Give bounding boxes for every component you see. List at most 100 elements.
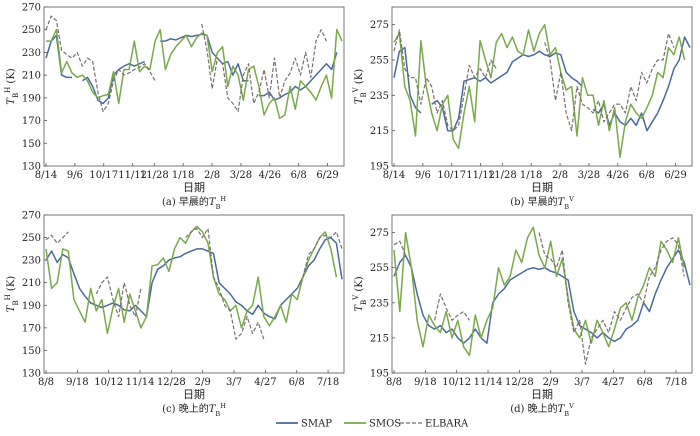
panel-caption: (b) 早晨的TBV xyxy=(510,195,574,211)
series-line-elbara xyxy=(393,29,675,132)
panel-4: 195 215 235 255 275 8/8 9/18 10/12 11/14 12/28 2/9… xyxy=(352,214,693,418)
x-tick-label: 10/17 xyxy=(89,170,118,181)
x-tick-label: 10/12 xyxy=(94,377,123,388)
x-tick-label: 3/7 xyxy=(226,377,242,388)
panel-caption: (c) 晚上的TBH xyxy=(162,402,226,418)
x-tick-label: 8/14 xyxy=(383,170,405,181)
y-tick-label: 250 xyxy=(22,233,41,244)
y-tick-label: 270 xyxy=(22,3,41,14)
series-line-smap xyxy=(45,236,343,320)
x-tick-label: 8/8 xyxy=(38,377,54,388)
y-tick-label: 275 xyxy=(370,228,389,239)
x-tick-label: 2/9 xyxy=(195,377,211,388)
x-tick-label: 2/8 xyxy=(204,170,220,181)
y-tick-label: 255 xyxy=(370,263,389,274)
legend-label-smap: SMAP xyxy=(301,419,332,430)
x-tick-label: 9/6 xyxy=(67,170,83,181)
series-line-elbara xyxy=(45,15,327,113)
y-tick-label: 210 xyxy=(22,278,41,289)
y-tick-label: 270 xyxy=(22,211,41,222)
x-axis-label: 日期 xyxy=(183,388,205,401)
y-tick-label: 230 xyxy=(22,48,41,59)
series-line-smap xyxy=(393,36,691,132)
y-tick-label: 215 xyxy=(370,333,389,344)
series-line-elbara xyxy=(393,232,685,365)
y-tick-label: 275 xyxy=(370,20,389,31)
series-line-elbara xyxy=(45,227,343,340)
x-tick-label: 9/18 xyxy=(414,377,436,388)
x-tick-label: 9/18 xyxy=(66,377,88,388)
x-tick-label: 9/6 xyxy=(415,170,431,181)
series-line-smap xyxy=(393,249,691,344)
y-tick-label: 190 xyxy=(22,301,41,312)
x-tick-label: 4/26 xyxy=(607,170,629,181)
x-tick-label: 1/18 xyxy=(172,170,194,181)
x-tick-label: 3/28 xyxy=(230,170,252,181)
panel-caption: (d) 晚上的TBV xyxy=(510,402,574,418)
plot-frame xyxy=(43,214,345,374)
x-tick-label: 10/17 xyxy=(437,170,466,181)
x-tick-label: 11/14 xyxy=(474,377,503,388)
x-tick-label: 1/18 xyxy=(520,170,542,181)
y-tick-label: 195 xyxy=(370,162,389,173)
x-tick-label: 4/27 xyxy=(254,377,276,388)
series-line-smap xyxy=(45,33,338,105)
plot-frame xyxy=(43,6,345,167)
x-tick-label: 12/28 xyxy=(505,377,534,388)
x-tick-label: 11/12 xyxy=(118,170,147,181)
panel-1: 130 150 170 190 210 230 250 270 8/14 9/6 10/17 11/1… xyxy=(4,3,345,211)
series-line-smos xyxy=(46,28,343,120)
x-tick-label: 6/8 xyxy=(639,170,655,181)
series-line-smos xyxy=(393,23,686,158)
y-tick-label: 215 xyxy=(370,126,389,137)
plot-frame xyxy=(391,214,693,374)
y-tick-label: 195 xyxy=(370,369,389,380)
y-tick-label: 150 xyxy=(22,346,41,357)
series-line-smos xyxy=(45,225,338,335)
x-tick-label: 2/8 xyxy=(552,170,568,181)
y-tick-label: 250 xyxy=(22,25,41,36)
x-tick-label: 11/28 xyxy=(488,170,517,181)
x-tick-label: 11/28 xyxy=(140,170,169,181)
y-axis-label: TBH (K) xyxy=(4,68,20,104)
x-tick-label: 7/18 xyxy=(665,377,687,388)
x-tick-label: 6/8 xyxy=(291,170,307,181)
panel-caption: (a) 早晨的TBH xyxy=(162,195,226,211)
x-tick-label: 10/12 xyxy=(442,377,471,388)
y-tick-label: 130 xyxy=(22,162,41,173)
plot-frame xyxy=(391,6,693,167)
y-axis-label: TBH (K) xyxy=(4,276,20,312)
y-tick-label: 170 xyxy=(22,116,41,127)
x-tick-label: 11/14 xyxy=(126,377,155,388)
x-tick-label: 3/7 xyxy=(574,377,590,388)
x-tick-label: 7/18 xyxy=(317,377,339,388)
y-tick-label: 190 xyxy=(22,93,41,104)
x-axis-label: 日期 xyxy=(531,181,553,194)
y-tick-label: 235 xyxy=(370,298,389,309)
y-tick-label: 235 xyxy=(370,91,389,102)
x-tick-label: 6/8 xyxy=(637,377,653,388)
x-axis-label: 日期 xyxy=(183,181,205,194)
x-tick-label: 8/8 xyxy=(386,377,402,388)
y-tick-label: 150 xyxy=(22,139,41,150)
x-tick-label: 11/12 xyxy=(466,170,495,181)
x-tick-label: 6/29 xyxy=(664,170,686,181)
x-tick-label: 6/29 xyxy=(316,170,338,181)
x-tick-label: 2/9 xyxy=(543,377,559,388)
x-tick-label: 8/14 xyxy=(35,170,57,181)
y-axis-label: TBV (K) xyxy=(352,69,368,104)
y-tick-label: 255 xyxy=(370,56,389,67)
x-tick-label: 4/27 xyxy=(602,377,624,388)
y-axis-label: TBV (K) xyxy=(352,276,368,311)
panel-3: 130 150 170 190 210 230 250 270 8/8 9/18 10/12 11/1… xyxy=(4,211,345,418)
legend-label-elbara: ELBARA xyxy=(425,419,469,430)
y-tick-label: 130 xyxy=(22,369,41,380)
x-tick-label: 12/28 xyxy=(157,377,186,388)
legend: SMAP SMOS ELBARA xyxy=(276,419,469,430)
y-tick-label: 230 xyxy=(22,256,41,267)
x-tick-label: 3/28 xyxy=(578,170,600,181)
y-tick-label: 170 xyxy=(22,323,41,334)
x-tick-label: 6/8 xyxy=(289,377,305,388)
